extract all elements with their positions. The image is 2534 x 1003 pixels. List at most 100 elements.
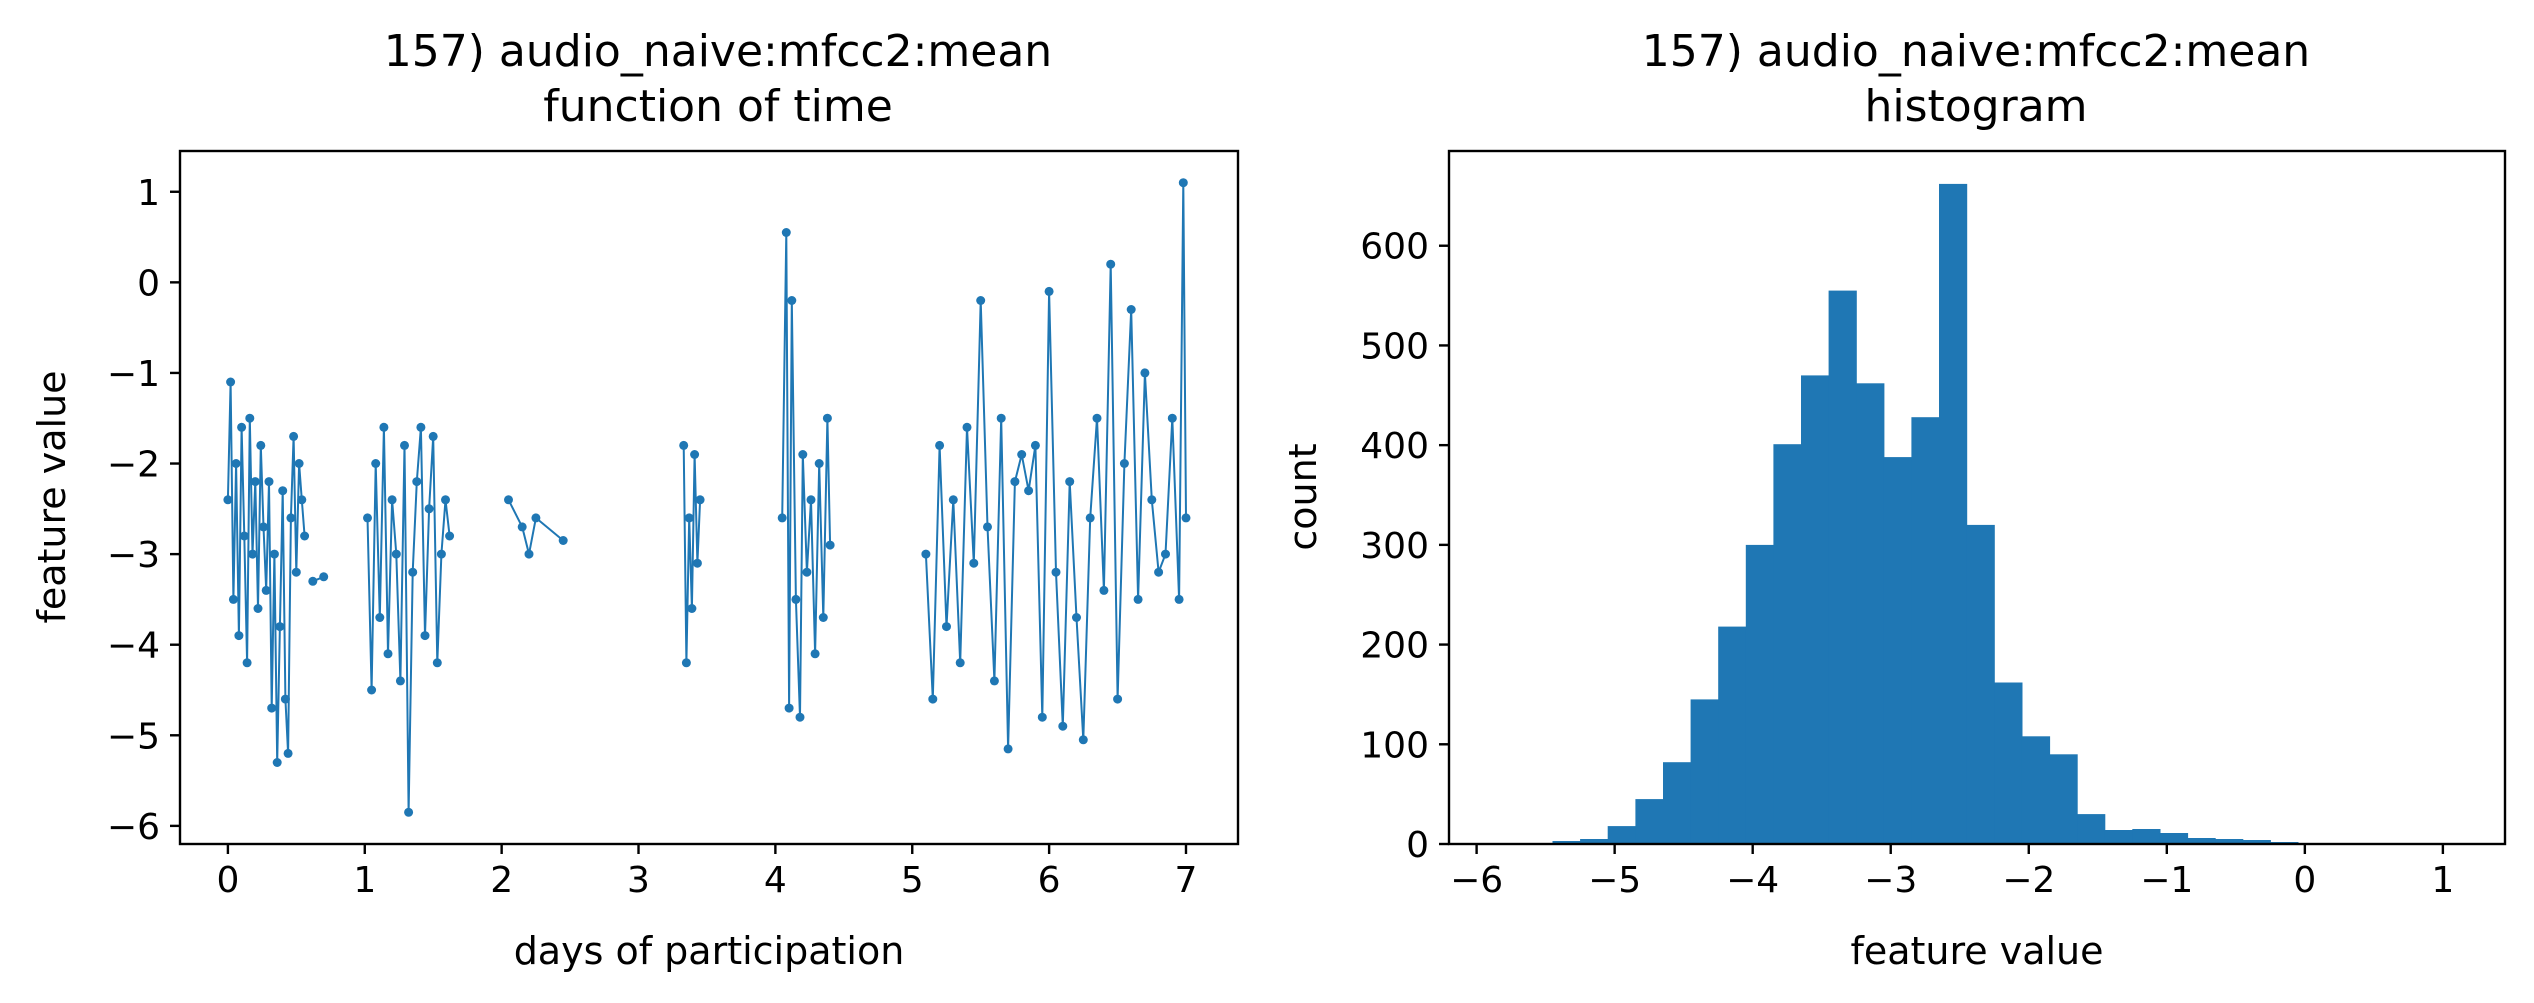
- time-series-panel: 157) audio_naive:mfcc2:mean function of …: [30, 26, 1240, 973]
- data-point: [286, 513, 296, 523]
- data-point: [234, 631, 244, 641]
- data-point: [412, 477, 422, 487]
- data-point: [420, 631, 430, 641]
- data-point: [1017, 450, 1027, 459]
- data-point: [445, 531, 455, 541]
- data-point: [275, 622, 285, 632]
- data-point: [983, 522, 992, 532]
- data-point: [300, 531, 310, 541]
- histogram-bar: [1883, 457, 1912, 844]
- data-point: [367, 685, 377, 695]
- data-point: [308, 576, 318, 586]
- histogram-bar: [2021, 736, 2051, 844]
- x-tick-label: 3: [627, 860, 650, 901]
- data-point: [383, 649, 393, 659]
- data-point: [681, 658, 691, 668]
- right-title-line1: 157) audio_naive:mfcc2:mean: [1642, 26, 2310, 77]
- histogram-bar: [2242, 840, 2271, 844]
- data-point: [1078, 735, 1088, 745]
- right-y-axis-label: count: [1281, 443, 1325, 550]
- y-tick-label: 200: [1360, 626, 1429, 667]
- data-point: [558, 536, 568, 545]
- data-point: [818, 613, 828, 622]
- data-point: [280, 694, 290, 704]
- y-tick-label: 500: [1360, 326, 1429, 367]
- y-tick-label: −1: [107, 354, 160, 395]
- data-point: [253, 604, 263, 613]
- data-point: [787, 296, 797, 305]
- data-point: [1167, 413, 1177, 423]
- histogram-bar: [2132, 829, 2161, 844]
- x-tick-label: −5: [1588, 860, 1641, 901]
- data-point: [404, 807, 414, 817]
- data-point: [1126, 305, 1136, 314]
- y-tick-label: −2: [107, 445, 160, 486]
- x-tick-label: 0: [2293, 860, 2316, 901]
- data-point: [814, 459, 824, 468]
- histogram-bar: [1939, 183, 1968, 844]
- series-line-segment-5: [781, 231, 832, 719]
- left-title-line1: 157) audio_naive:mfcc2:mean: [384, 26, 1052, 77]
- data-point: [245, 413, 255, 423]
- left-axes-frame: [178, 149, 1240, 846]
- y-tick-label: −6: [107, 807, 160, 848]
- data-point: [798, 450, 808, 459]
- data-point: [1133, 594, 1143, 604]
- x-tick-label: 6: [1038, 860, 1061, 901]
- data-point: [806, 495, 816, 505]
- left-plot-area: [223, 178, 1191, 817]
- x-tick-label: 2: [490, 860, 513, 901]
- right-title-line2: histogram: [1864, 81, 2087, 132]
- data-point: [1003, 744, 1013, 754]
- data-point: [436, 549, 446, 559]
- x-tick-label: −6: [1450, 860, 1503, 901]
- data-point: [242, 658, 252, 668]
- histogram-bar: [1966, 524, 1995, 844]
- data-point: [1140, 368, 1150, 378]
- y-tick-label: −4: [107, 626, 160, 667]
- y-tick-label: 1: [137, 173, 160, 214]
- data-point: [371, 459, 381, 468]
- right-y-ticks: 0 100 200 300 400 500 600: [1360, 227, 1449, 866]
- y-tick-label: 300: [1360, 526, 1429, 567]
- x-tick-label: −3: [1864, 860, 1917, 901]
- data-point: [424, 504, 434, 514]
- histogram-panel: 157) audio_naive:mfcc2:mean histogram −6…: [1281, 26, 2507, 973]
- data-point: [531, 513, 541, 523]
- data-point: [1161, 549, 1170, 559]
- data-point: [935, 440, 945, 450]
- data-point: [248, 549, 257, 559]
- data-point: [387, 495, 397, 505]
- data-point: [781, 228, 791, 237]
- histogram-bar: [1580, 839, 1609, 844]
- series-line-segment-6: [924, 181, 1187, 750]
- histogram-bar: [1801, 375, 1830, 844]
- data-point: [1072, 613, 1081, 622]
- histogram-bar: [1856, 383, 1885, 844]
- histogram-bar: [1635, 799, 1664, 844]
- data-point: [1051, 567, 1061, 577]
- x-tick-label: 4: [764, 860, 787, 901]
- left-title-line2: function of time: [543, 81, 893, 132]
- data-point: [375, 613, 385, 622]
- right-axes-frame: [1447, 149, 2507, 846]
- data-point: [695, 495, 705, 505]
- series-line-segment-4: [682, 445, 702, 664]
- x-tick-label: −4: [1726, 860, 1779, 901]
- histogram-bar: [1718, 626, 1747, 844]
- x-tick-label: −1: [2140, 860, 2193, 901]
- data-point: [1010, 477, 1020, 487]
- data-point: [1092, 413, 1102, 423]
- histogram-bar: [2215, 839, 2244, 844]
- right-x-ticks: −6 −5 −4 −3 −2 −1 0 1: [1450, 844, 2454, 901]
- data-point: [825, 540, 835, 550]
- data-point: [408, 567, 418, 577]
- data-point: [250, 477, 260, 487]
- data-point: [261, 585, 271, 595]
- data-point: [283, 748, 293, 758]
- y-tick-label: 0: [1406, 825, 1429, 866]
- data-point: [259, 522, 268, 532]
- x-tick-label: 7: [1175, 860, 1198, 901]
- data-point: [942, 622, 951, 632]
